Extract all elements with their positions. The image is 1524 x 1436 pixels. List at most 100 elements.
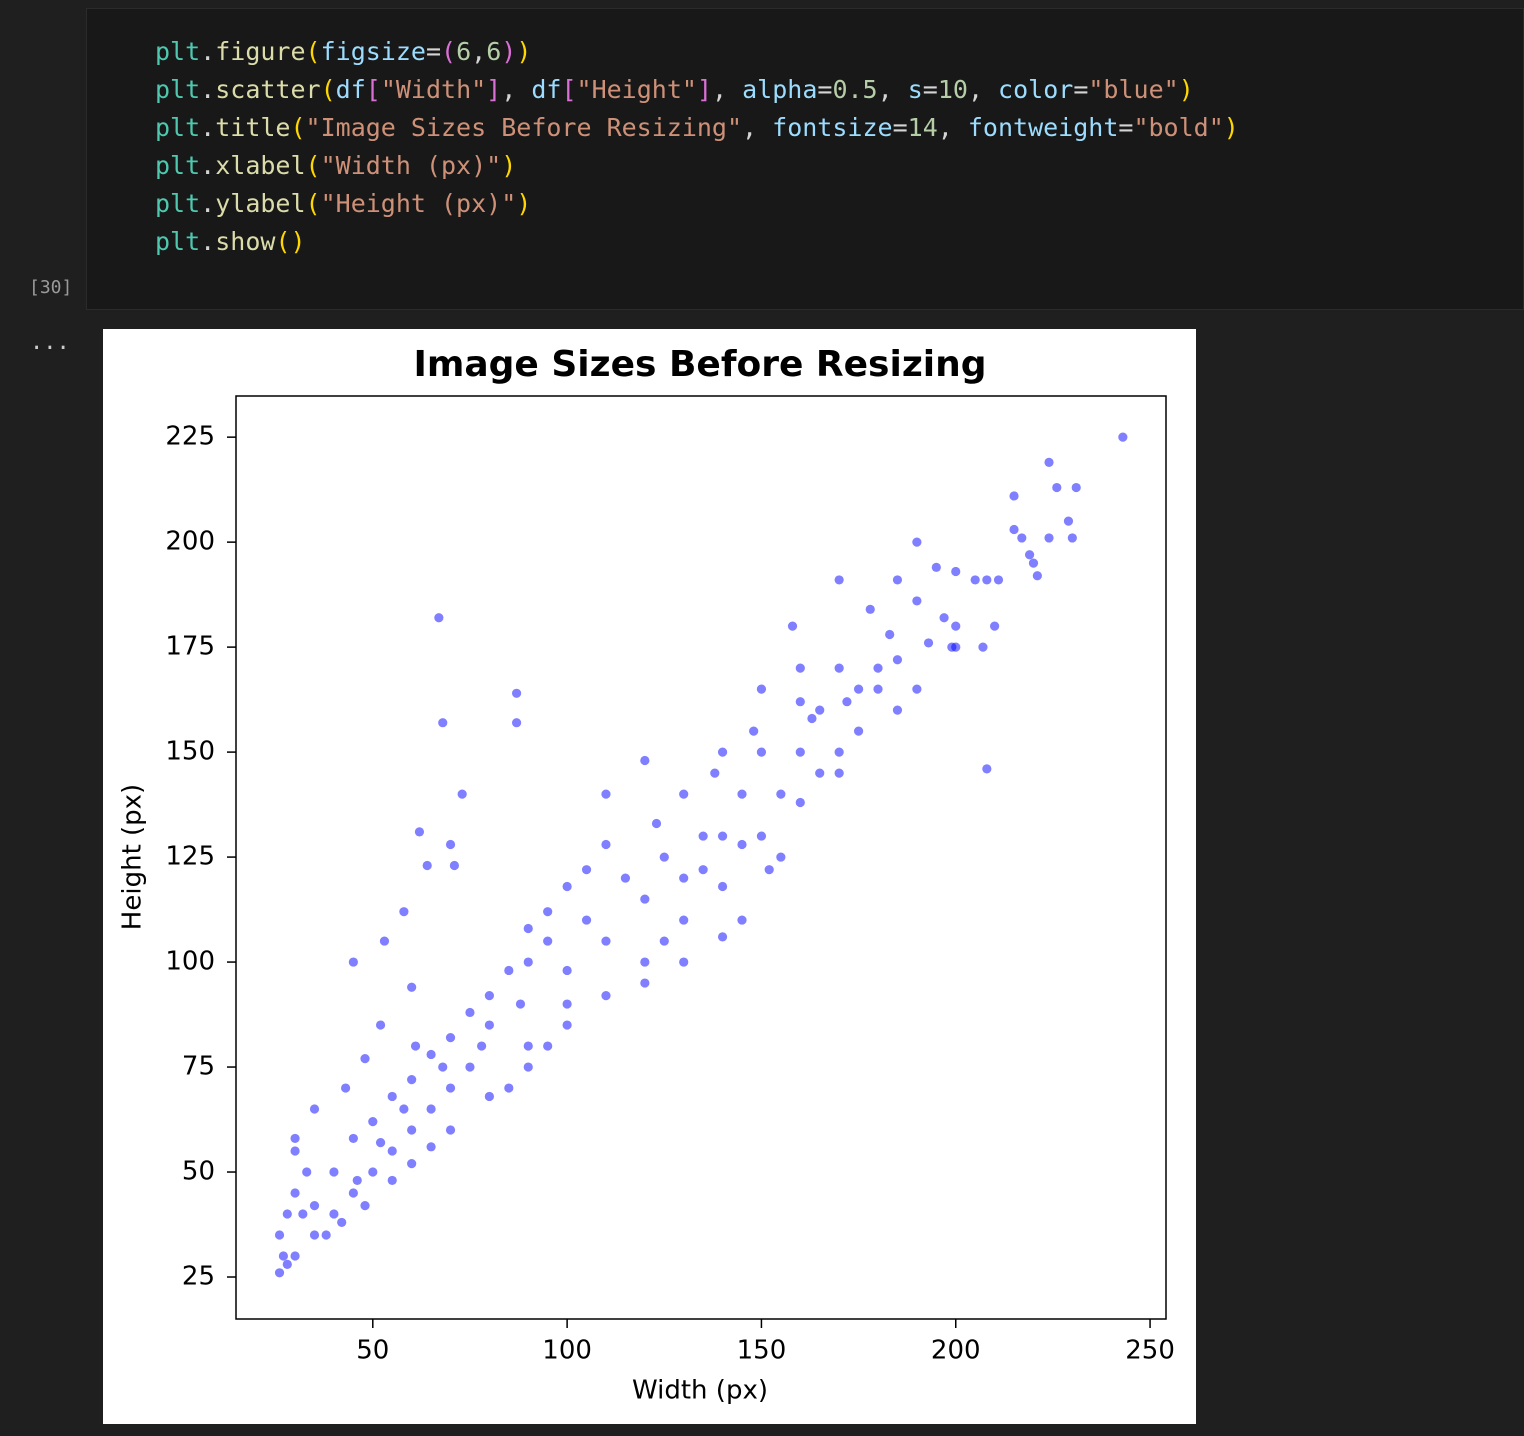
code-line: plt.xlabel("Width (px)") — [155, 147, 1239, 185]
point — [484, 1091, 494, 1102]
y-tick-label: 75 — [182, 1052, 215, 1082]
point — [815, 768, 825, 778]
point — [601, 936, 611, 946]
point — [912, 684, 922, 694]
point — [410, 1041, 421, 1051]
code-token: ] — [696, 75, 712, 104]
code-token: , — [937, 113, 968, 142]
point — [457, 789, 467, 799]
point — [282, 1259, 292, 1270]
point — [387, 1175, 397, 1186]
point — [434, 613, 444, 623]
code-token: = — [1073, 75, 1089, 104]
point — [640, 978, 650, 988]
point — [282, 1209, 292, 1219]
point — [679, 873, 689, 883]
point — [1009, 491, 1019, 501]
point — [737, 789, 747, 799]
code-token: plt — [155, 189, 201, 218]
plot-frame — [235, 395, 1167, 1320]
code-token: ( — [320, 75, 336, 104]
point — [842, 697, 852, 707]
point — [329, 1209, 339, 1219]
point — [543, 936, 553, 946]
output-marker[interactable]: ... — [30, 330, 70, 355]
point — [640, 755, 650, 766]
point — [445, 1083, 456, 1093]
y-axis-label: Height (px) — [118, 784, 148, 930]
point — [892, 575, 903, 585]
point — [449, 860, 460, 871]
point — [717, 747, 728, 757]
point — [698, 831, 708, 841]
point — [970, 575, 980, 585]
x-axis-label: Width (px) — [632, 1376, 768, 1406]
point — [764, 865, 774, 875]
point — [982, 575, 992, 585]
point — [853, 726, 864, 736]
point — [737, 839, 747, 850]
point — [407, 1159, 417, 1169]
code-token: plt — [155, 151, 201, 180]
point — [951, 621, 961, 631]
point — [445, 1033, 456, 1043]
point — [756, 831, 767, 841]
point — [931, 562, 941, 572]
point — [776, 852, 786, 862]
point — [834, 747, 844, 757]
point — [698, 865, 708, 875]
point — [1063, 516, 1074, 526]
point — [807, 713, 817, 724]
point — [679, 789, 689, 799]
point — [562, 881, 572, 892]
code-line: plt.show() — [155, 223, 1239, 261]
point — [368, 1117, 378, 1127]
point — [717, 932, 728, 942]
point — [865, 604, 875, 614]
code-token: "bold" — [1133, 113, 1224, 142]
code-token: 6 — [456, 37, 472, 66]
point — [375, 1020, 386, 1030]
code-token: ( — [305, 189, 321, 218]
y-tick-label: 150 — [165, 737, 215, 767]
point — [978, 642, 988, 652]
code-token: 10 — [937, 75, 968, 104]
point — [1028, 558, 1039, 568]
point — [523, 957, 533, 967]
code-token: 6 — [486, 37, 502, 66]
code-token: ( — [441, 37, 457, 66]
code-token: "Width" — [380, 75, 487, 104]
point — [993, 575, 1004, 585]
code-token: [ — [561, 75, 577, 104]
code-token: title — [215, 113, 291, 142]
code-token: , — [742, 113, 773, 142]
point — [990, 621, 1000, 631]
code-cell[interactable]: plt.figure(figsize=(6,6)) plt.scatter(df[… — [86, 8, 1524, 310]
x-tick-label: 250 — [1125, 1336, 1175, 1366]
point — [717, 831, 728, 841]
x-tick-label: 100 — [542, 1336, 592, 1366]
point — [892, 655, 903, 665]
point — [375, 1138, 386, 1148]
code-token: scatter — [215, 75, 321, 104]
point — [853, 684, 864, 694]
point — [873, 684, 883, 694]
code-token: , — [967, 75, 999, 104]
point — [360, 1054, 370, 1064]
point — [407, 982, 417, 992]
point — [562, 1020, 572, 1030]
code-token: ylabel — [215, 189, 306, 218]
code-token: = — [425, 37, 442, 66]
code-token: figsize — [320, 37, 426, 66]
point — [756, 684, 767, 694]
code-token: ) — [501, 37, 517, 66]
code-token: 14 — [907, 113, 938, 142]
code-token: show — [215, 227, 276, 256]
code-token: ) — [501, 151, 517, 180]
point — [407, 1125, 417, 1135]
point — [309, 1104, 320, 1114]
point — [504, 965, 514, 976]
code-token: , — [877, 75, 908, 104]
point — [912, 537, 922, 547]
point — [426, 1104, 436, 1114]
